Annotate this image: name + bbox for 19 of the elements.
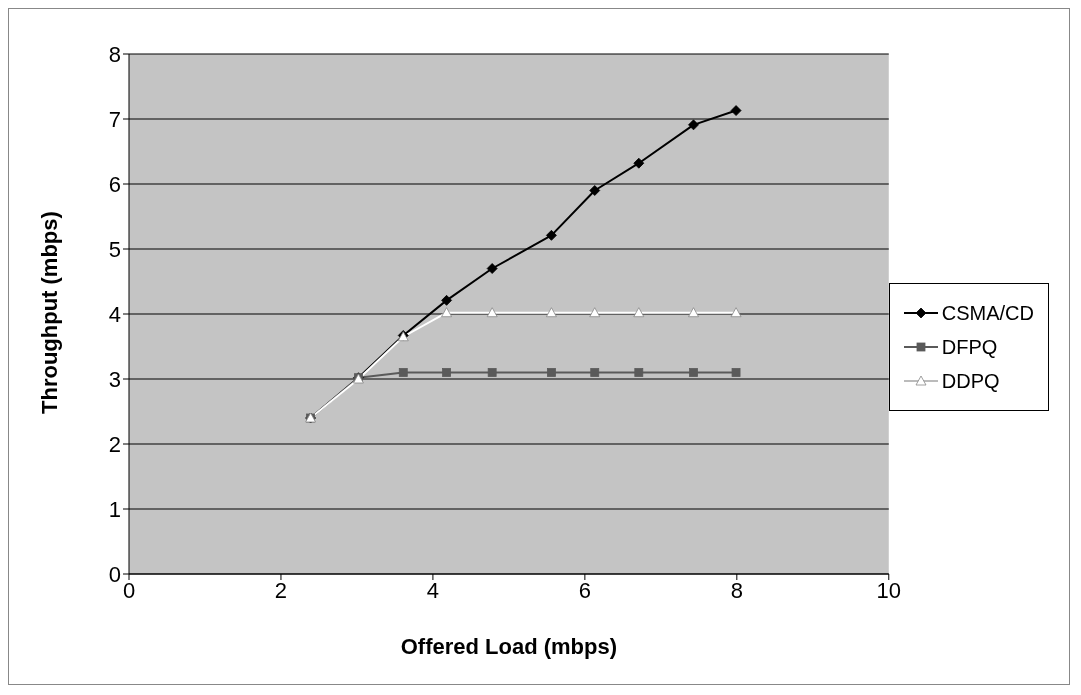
x-tick-label: 6 — [578, 577, 591, 603]
x-tick-label: 4 — [426, 577, 440, 603]
y-tick-label: 5 — [108, 236, 121, 262]
legend-label: CSMA/CD — [941, 300, 1034, 326]
x-axis-title: Offered Load (mbps) — [400, 634, 618, 659]
x-tick-label: 10 — [876, 577, 902, 603]
y-tick-label: 0 — [108, 561, 121, 587]
legend-label: DDPQ — [941, 368, 1000, 394]
y-tick-label: 7 — [108, 106, 121, 132]
y-tick-label: 8 — [108, 41, 121, 67]
y-tick-label: 1 — [108, 496, 121, 522]
y-tick-label: 6 — [108, 171, 121, 197]
x-tick-label: 8 — [730, 577, 743, 603]
y-tick-label: 3 — [108, 366, 121, 392]
legend-label: DFPQ — [941, 334, 998, 360]
y-tick-label: 4 — [108, 301, 121, 327]
y-tick-label: 2 — [108, 431, 121, 457]
x-tick-label: 2 — [274, 577, 288, 603]
y-axis-title: Throughput (mbps) — [36, 211, 62, 414]
